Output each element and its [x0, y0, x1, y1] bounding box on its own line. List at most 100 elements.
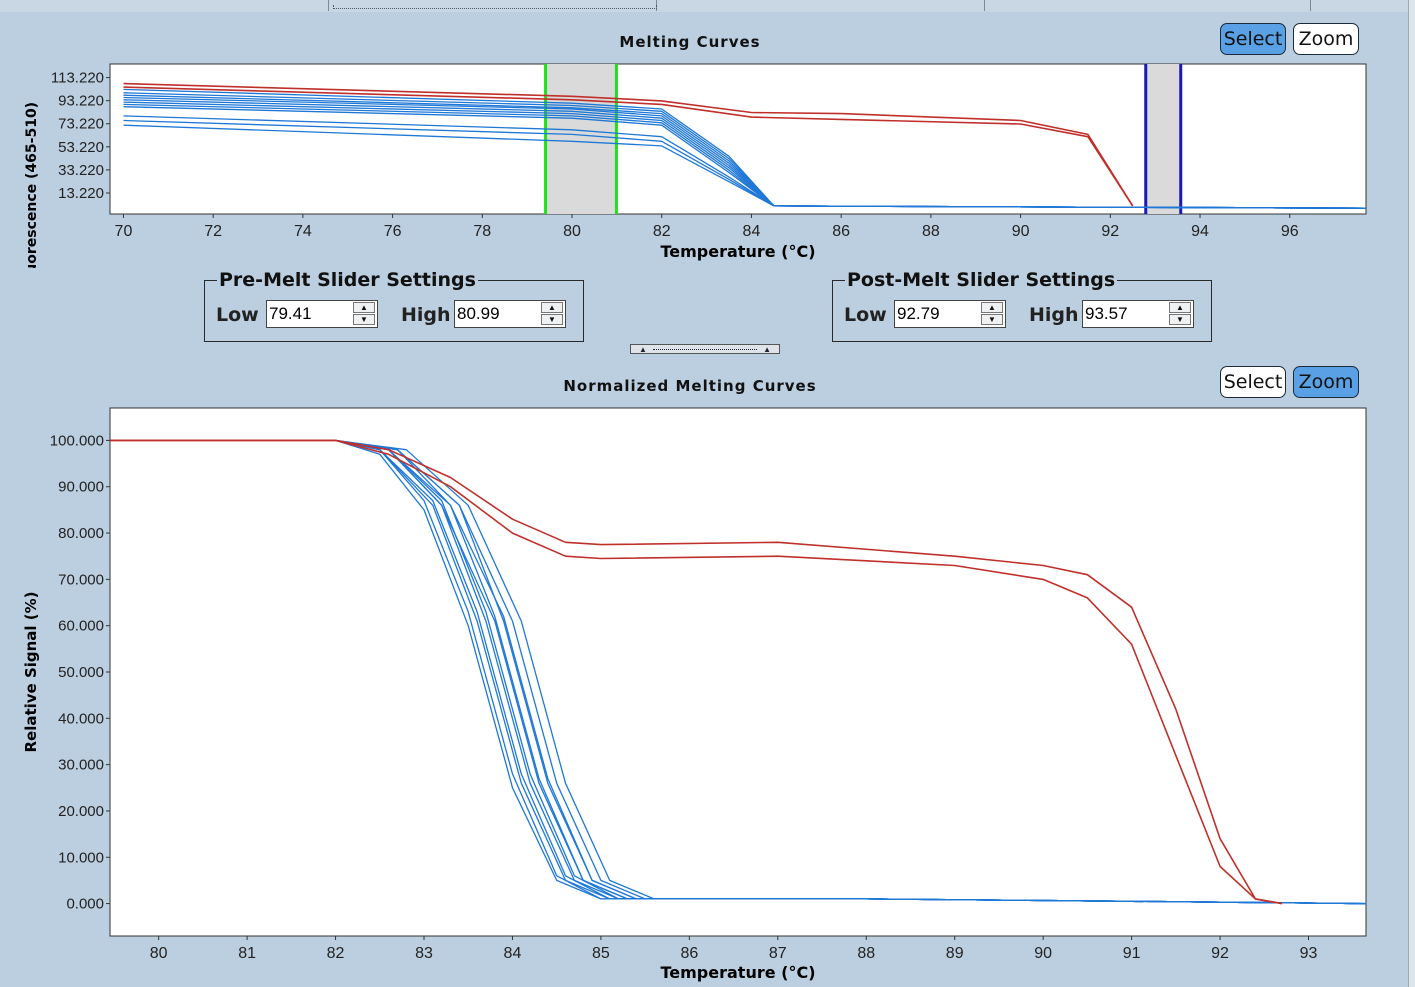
premelt-settings-title: Pre-Melt Slider Settings	[217, 269, 478, 291]
postmelt-high-input[interactable]	[1085, 303, 1163, 325]
y-tick-label: 40.000	[58, 710, 104, 727]
x-tick-label: 94	[1191, 223, 1209, 240]
window-right-edge	[1408, 0, 1415, 987]
postmelt-settings-group: Post-Melt Slider Settings Low ▲ ▼ High ▲…	[832, 269, 1212, 342]
x-tick-label: 87	[769, 945, 787, 962]
tab-slot[interactable]	[984, 0, 1311, 11]
plot-area[interactable]	[109, 407, 1367, 937]
x-tick-label: 78	[473, 223, 491, 240]
y-tick-label: 50.000	[58, 664, 104, 681]
spin-up-icon[interactable]: ▲	[541, 302, 563, 313]
splitter-right-arrow-icon: ▲	[763, 345, 771, 354]
y-tick-label: 100.000	[50, 432, 104, 449]
postmelt-high-label: High	[1029, 304, 1079, 326]
bottom-y-axis-label: Relative Signal (%)	[22, 591, 40, 752]
bottom-x-axis-label: Temperature (°C)	[660, 963, 815, 982]
panel-splitter-handle[interactable]: ▲ ▲	[630, 344, 780, 354]
tab-slot[interactable]	[656, 0, 985, 11]
y-tick-label: 33.220	[58, 162, 104, 179]
normalized-curves-chart[interactable]: Relative Signal (%) Temperature (°C) 80 8…	[0, 400, 1408, 987]
top-zoom-button[interactable]: Zoom	[1293, 23, 1359, 55]
x-tick-label: 72	[204, 223, 222, 240]
premelt-high-input[interactable]	[457, 303, 535, 325]
x-tick-label: 89	[946, 945, 964, 962]
splitter-left-arrow-icon: ▲	[639, 345, 647, 354]
normalized-curves-title: Normalized Melting Curves	[563, 377, 817, 395]
y-tick-label: 113.220	[51, 70, 104, 87]
x-tick-label: 92	[1211, 945, 1229, 962]
premelt-low-label: Low	[216, 304, 259, 326]
bottom-zoom-button[interactable]: Zoom	[1293, 366, 1359, 398]
control-curve-13[interactable]	[110, 439, 1367, 905]
splitter-dots	[653, 349, 757, 350]
premelt-low-spinner[interactable]: ▲ ▼	[266, 300, 378, 328]
x-tick-label: 90	[1012, 223, 1030, 240]
y-tick-label: 93.220	[58, 93, 104, 110]
x-tick-label: 92	[1101, 223, 1119, 240]
y-tick-label: 30.000	[58, 757, 104, 774]
y-tick-label: 20.000	[58, 803, 104, 820]
x-tick-label: 74	[294, 223, 312, 240]
melting-curves-title: Melting Curves	[619, 33, 761, 51]
x-tick-label: 83	[415, 945, 433, 962]
y-tick-label: 13.220	[58, 185, 104, 202]
spin-down-icon[interactable]: ▼	[981, 314, 1003, 325]
y-tick-label: 80.000	[58, 525, 104, 542]
spin-up-icon[interactable]: ▲	[981, 302, 1003, 313]
postmelt-range-band	[1145, 64, 1181, 214]
spin-up-icon[interactable]: ▲	[1169, 302, 1191, 313]
x-tick-label: 88	[922, 223, 940, 240]
sample-curve-0[interactable]	[123, 82, 1134, 207]
y-tick-label: 73.220	[58, 116, 104, 133]
premelt-high-label: High	[401, 304, 451, 326]
x-tick-label: 80	[150, 945, 168, 962]
x-tick-label: 82	[653, 223, 671, 240]
x-tick-label: 81	[238, 945, 256, 962]
premelt-high-spinner[interactable]: ▲ ▼	[454, 300, 566, 328]
spin-down-icon[interactable]: ▼	[1169, 314, 1191, 325]
sample-curve-1[interactable]	[110, 439, 1283, 905]
sample-curve-0[interactable]	[110, 439, 1283, 905]
x-tick-label: 82	[327, 945, 345, 962]
y-tick-label: 70.000	[58, 571, 104, 588]
x-tick-label: 91	[1123, 945, 1141, 962]
postmelt-low-input[interactable]	[897, 303, 975, 325]
spin-up-icon[interactable]: ▲	[353, 302, 375, 313]
x-tick-label: 90	[1034, 945, 1052, 962]
tab-slot[interactable]	[0, 0, 329, 11]
x-tick-label: 85	[592, 945, 610, 962]
x-tick-label: 86	[832, 223, 850, 240]
x-tick-label: 70	[115, 223, 133, 240]
spin-down-icon[interactable]: ▼	[353, 314, 375, 325]
y-tick-label: 53.220	[58, 139, 104, 156]
x-tick-label: 80	[563, 223, 581, 240]
top-tab-strip	[0, 0, 1415, 12]
premelt-range-band	[545, 64, 617, 214]
top-x-axis-label: Temperature (°C)	[660, 242, 815, 261]
postmelt-high-spinner[interactable]: ▲ ▼	[1082, 300, 1194, 328]
y-tick-label: 10.000	[58, 849, 104, 866]
premelt-settings-group: Pre-Melt Slider Settings Low ▲ ▼ High ▲ …	[204, 269, 584, 342]
top-y-axis-label: Fluorescence (465-510)	[24, 102, 40, 268]
premelt-low-input[interactable]	[269, 303, 347, 325]
sample-curve-1[interactable]	[123, 86, 1134, 207]
control-curve-12[interactable]	[123, 124, 1367, 209]
y-tick-label: 60.000	[58, 618, 104, 635]
postmelt-low-spinner[interactable]: ▲ ▼	[894, 300, 1006, 328]
x-tick-label: 86	[680, 945, 698, 962]
top-splitter-grip[interactable]	[333, 5, 657, 9]
x-tick-label: 76	[384, 223, 402, 240]
y-tick-label: 90.000	[58, 479, 104, 496]
x-tick-label: 84	[743, 223, 761, 240]
x-tick-label: 93	[1300, 945, 1318, 962]
postmelt-low-label: Low	[844, 304, 887, 326]
postmelt-settings-title: Post-Melt Slider Settings	[845, 269, 1118, 291]
x-tick-label: 96	[1281, 223, 1299, 240]
y-tick-label: 0.000	[66, 896, 104, 913]
x-tick-label: 88	[857, 945, 875, 962]
top-select-button[interactable]: Select	[1220, 23, 1286, 55]
bottom-select-button[interactable]: Select	[1220, 366, 1286, 398]
melting-curves-chart[interactable]: Fluorescence (465-510) Temperature (°C) …	[0, 58, 1408, 268]
spin-down-icon[interactable]: ▼	[541, 314, 563, 325]
x-tick-label: 84	[504, 945, 522, 962]
